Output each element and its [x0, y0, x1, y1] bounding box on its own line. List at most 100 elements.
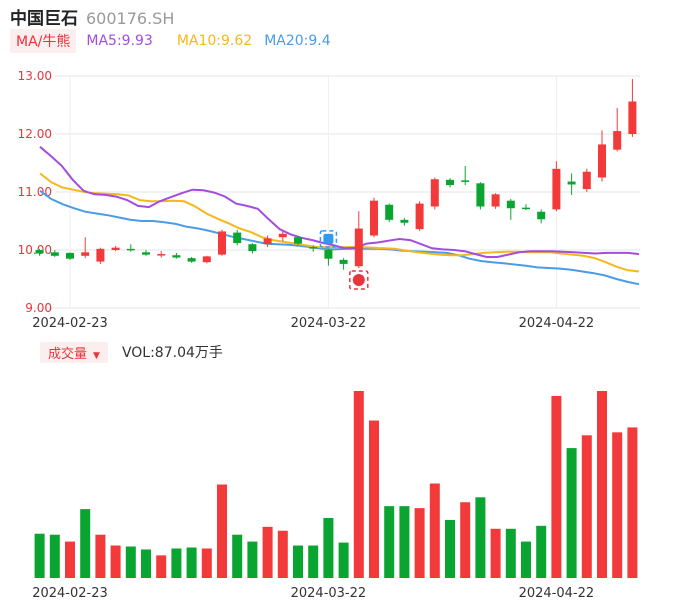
ma5-line [39, 146, 640, 258]
candle [263, 235, 272, 248]
volume-value: VOL:87.04万手 [121, 345, 223, 361]
price-tick-label: 12.00 [18, 127, 52, 141]
candle [111, 245, 120, 252]
volume-bar [384, 506, 395, 578]
candle [628, 78, 637, 137]
ma10-line [39, 172, 640, 273]
ma10-value: MA10:9.62 [176, 33, 253, 49]
candle [126, 244, 135, 252]
candlestick-series [35, 78, 637, 270]
volume-bar [186, 547, 197, 578]
candle [157, 251, 166, 258]
candle [218, 229, 226, 256]
candle [522, 204, 530, 210]
volume-bar [247, 541, 258, 578]
volume-bar [551, 395, 562, 578]
volume-bar [156, 555, 167, 578]
volume-bar [323, 517, 334, 578]
volume-bar [460, 502, 471, 578]
volume-bar [536, 525, 547, 578]
candle [96, 247, 105, 264]
volume-bar [171, 548, 182, 578]
price-tick-label: 10.00 [18, 243, 52, 257]
price-axis: 13.00 12.00 11.00 10.00 9.00 [18, 69, 52, 315]
candle [35, 248, 44, 256]
candle [552, 161, 561, 212]
candle [354, 211, 363, 268]
volume-indicator-selector[interactable]: 成交量 ▼ [40, 341, 108, 363]
date-tick-label: 2024-04-22 [519, 316, 595, 331]
blue-square-marker-icon[interactable] [319, 230, 338, 248]
volume-bar [445, 519, 455, 578]
volume-bar [612, 432, 623, 578]
candle [446, 178, 454, 188]
caret-down-icon: ▼ [93, 350, 100, 361]
volume-bar [95, 534, 106, 578]
candle [537, 209, 546, 224]
candle [50, 250, 59, 257]
candle [81, 237, 90, 259]
price-date-axis: 2024-02-23 2024-03-22 2024-04-22 [32, 316, 594, 331]
volume-bar [65, 541, 75, 578]
candle [202, 255, 211, 264]
candle [582, 168, 591, 192]
volume-bar [125, 546, 136, 578]
candle [233, 229, 242, 246]
volume-bar [627, 427, 638, 578]
volume-bar [217, 484, 227, 578]
volume-series [34, 391, 638, 578]
price-tick-label: 11.00 [18, 185, 52, 199]
volume-bar [353, 391, 364, 578]
volume-bar [308, 545, 319, 578]
volume-legend: 成交量 ▼ VOL:87.04万手 [40, 341, 223, 363]
candle [294, 236, 302, 246]
ma-indicator-selector[interactable]: MA/牛熊 [10, 29, 77, 53]
candle [66, 252, 74, 260]
date-tick-label: 2024-03-22 [291, 586, 367, 601]
volume-bar [141, 549, 151, 578]
volume-date-axis: 2024-02-23 2024-03-22 2024-04-22 [32, 586, 594, 601]
ma20-line [39, 189, 640, 286]
price-tick-label: 9.00 [25, 301, 52, 315]
volume-bar [369, 420, 379, 578]
candle [370, 197, 378, 238]
volume-bar [80, 509, 91, 578]
volume-bar [521, 541, 531, 578]
date-tick-label: 2024-02-23 [32, 316, 108, 331]
date-tick-label: 2024-02-23 [32, 586, 108, 601]
candle [567, 173, 576, 195]
ma20-value: MA20:9.4 [264, 33, 331, 49]
candle [309, 245, 318, 252]
candle [598, 130, 606, 182]
candle [278, 230, 287, 242]
ma5-value: MA5:9.93 [86, 33, 153, 49]
volume-indicator-label: 成交量 [48, 346, 88, 362]
volume-bar [414, 508, 425, 578]
candle [400, 218, 409, 226]
candle [187, 256, 196, 263]
candle [430, 177, 439, 210]
volume-bar [505, 528, 516, 578]
volume-bar [34, 533, 45, 578]
price-tick-label: 13.00 [18, 69, 52, 83]
volume-bar [597, 391, 607, 578]
volume-bar [293, 545, 303, 578]
red-signal-marker-icon[interactable] [349, 270, 369, 290]
candle [339, 258, 348, 270]
candle [385, 203, 394, 223]
volume-bar [566, 448, 577, 578]
candle [142, 250, 150, 256]
candle [476, 182, 485, 210]
volume-bar [475, 497, 486, 578]
volume-bar [232, 534, 243, 578]
date-tick-label: 2024-04-22 [519, 586, 595, 601]
moving-average-lines [39, 146, 640, 286]
volume-bar [429, 483, 440, 578]
candle [172, 252, 181, 259]
stock-name: 中国巨石 [10, 9, 78, 29]
volume-bar [277, 530, 288, 578]
volume-bar [490, 528, 501, 578]
volume-bar [201, 548, 212, 578]
candle [415, 201, 424, 231]
